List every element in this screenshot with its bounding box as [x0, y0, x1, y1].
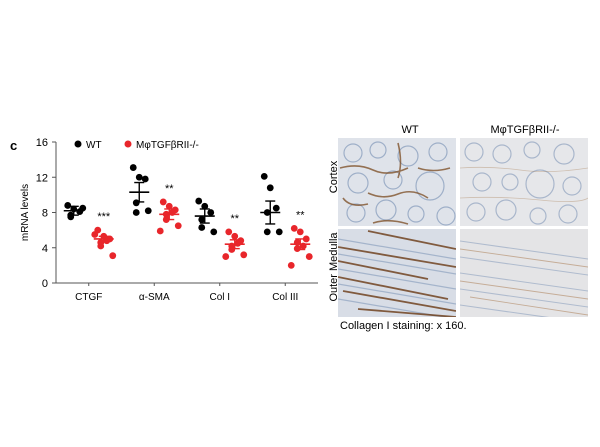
data-point	[234, 239, 242, 247]
data-point	[210, 228, 218, 236]
y-axis-label: mRNA levels	[20, 184, 31, 241]
column-header-wt: WT	[401, 124, 419, 136]
data-point	[225, 228, 233, 236]
y-tick-label: 12	[36, 172, 48, 184]
data-point	[159, 198, 167, 206]
data-point	[168, 209, 176, 216]
data-point	[305, 253, 313, 260]
data-point	[141, 175, 149, 183]
data-point	[162, 210, 170, 218]
micrograph-wt-outer-medulla	[338, 229, 456, 317]
data-point	[198, 224, 206, 231]
data-point	[302, 235, 310, 243]
data-point	[263, 228, 271, 236]
data-point	[64, 202, 72, 209]
data-point	[296, 228, 304, 236]
x-tick-label: α-SMA	[139, 292, 170, 303]
micrograph-image	[460, 138, 588, 226]
micrograph-image	[338, 229, 456, 317]
micrograph-knockout-cortex	[460, 138, 588, 226]
data-point	[97, 242, 105, 250]
micrograph-wt-cortex	[338, 138, 456, 226]
data-point	[293, 239, 301, 246]
data-point	[201, 202, 209, 210]
micrograph-image	[460, 229, 588, 317]
data-point	[275, 228, 283, 236]
data-point	[287, 261, 295, 269]
data-point	[132, 209, 140, 216]
data-point	[103, 237, 111, 245]
micrograph-caption: Collagen I staining: x 160.	[340, 320, 467, 332]
chart-marks: ******* **	[63, 164, 313, 269]
data-point	[260, 172, 268, 180]
axes: 0 4 8 12 16 mRNA levels CTGF α-SMA Col I Col III	[20, 137, 318, 303]
data-point	[132, 199, 140, 207]
legend-marker	[124, 140, 132, 148]
data-point	[207, 209, 215, 216]
data-point	[198, 216, 206, 223]
data-point	[231, 232, 239, 240]
panel-label: c	[10, 138, 17, 153]
significance-label: **	[230, 213, 239, 225]
data-point	[293, 245, 301, 253]
data-point	[272, 204, 280, 212]
data-point	[228, 246, 236, 253]
legend-label: MφTGFβRII-/-	[136, 140, 199, 151]
y-tick-label: 0	[42, 278, 48, 290]
data-point	[135, 173, 143, 181]
significance-label: ***	[97, 211, 111, 223]
micrograph-knockout-outer-medulla	[460, 229, 588, 317]
y-tick-label: 4	[42, 243, 48, 255]
significance-label: **	[165, 183, 174, 195]
data-point	[70, 205, 78, 213]
legend-marker	[74, 140, 82, 148]
column-header-knockout: MφTGFβRII-/-	[490, 124, 560, 136]
data-point	[156, 227, 164, 235]
data-point	[144, 207, 152, 215]
data-point	[109, 252, 117, 260]
y-tick-label: 8	[42, 208, 48, 220]
data-point	[165, 202, 173, 210]
data-point	[290, 224, 298, 232]
data-point	[162, 216, 170, 223]
data-point	[67, 213, 75, 221]
data-point	[240, 251, 248, 259]
data-point	[79, 204, 87, 212]
data-point	[222, 253, 230, 260]
x-tick-label: Col I	[209, 292, 230, 303]
scatter-chart: c WT MφTGFβRII-/- 0 4 8 12 16 mRNA levels CTGF α…	[10, 137, 318, 303]
data-point	[263, 209, 271, 216]
data-point	[174, 222, 182, 230]
data-point	[299, 242, 307, 250]
data-point	[91, 231, 99, 238]
micrograph-image	[338, 138, 456, 226]
legend: WT MφTGFβRII-/-	[74, 140, 199, 151]
legend-label: WT	[86, 140, 102, 151]
x-tick-label: Col III	[272, 292, 298, 303]
significance-label: **	[296, 209, 305, 221]
x-tick-label: CTGF	[75, 292, 102, 303]
y-tick-label: 16	[36, 137, 48, 149]
data-point	[266, 184, 274, 192]
data-point	[129, 164, 137, 171]
data-point	[195, 197, 203, 205]
